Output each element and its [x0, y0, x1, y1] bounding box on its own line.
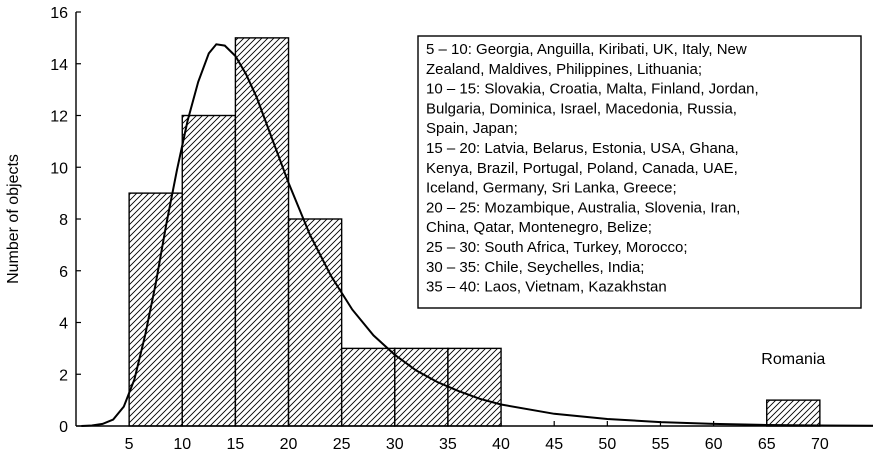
- fitted-distribution-curve: [81, 43, 874, 427]
- x-tick-label: 50: [598, 436, 616, 453]
- x-tick-label: 55: [652, 436, 670, 453]
- legend-line: 25 – 30: South Africa, Turkey, Morocco;: [426, 239, 688, 256]
- x-tick-label: 70: [811, 436, 829, 453]
- legend-line: 10 – 15: Slovakia, Croatia, Malta, Finla…: [426, 81, 759, 98]
- y-tick-label: 6: [59, 264, 68, 281]
- y-tick-label: 4: [59, 316, 68, 333]
- y-tick-label: 0: [59, 419, 68, 436]
- histogram-bar: [340, 347, 396, 427]
- histogram-bar: [447, 347, 502, 427]
- y-tick-label: 12: [50, 109, 68, 126]
- x-tick-label: 25: [333, 436, 351, 453]
- y-axis-title: Number of objects: [5, 154, 22, 284]
- outlier-annotation: Romania: [761, 351, 825, 368]
- legend-line: 15 – 20: Latvia, Belarus, Estonia, USA, …: [426, 140, 739, 157]
- axes-layer: 0 2 4 6 8 10 12 14 16 5 10 15 20 25 30 35 40 45 50 55 60 65 70…: [5, 5, 873, 453]
- histogram-bar: [766, 399, 821, 427]
- legend-line: Iceland, Germany, Sri Lanka, Greece;: [426, 180, 677, 197]
- histogram-bar: [287, 218, 343, 427]
- legend-line: 35 – 40: Laos, Vietnam, Kazakhstan: [426, 279, 667, 296]
- legend-line: 20 – 25: Mozambique, Australia, Slovenia…: [426, 199, 740, 216]
- curve-layer: [81, 43, 874, 427]
- legend-line: Spain, Japan;: [426, 120, 518, 137]
- y-tick-label: 8: [59, 212, 68, 229]
- x-tick-label: 45: [545, 436, 563, 453]
- histogram-bar: [234, 37, 290, 427]
- histogram-bar: [181, 114, 237, 427]
- legend-line: China, Qatar, Montenegro, Belize;: [426, 219, 652, 236]
- x-tick-label: 65: [758, 436, 776, 453]
- y-tick-label: 16: [50, 5, 68, 22]
- x-tick-label: 10: [173, 436, 191, 453]
- legend-line: Kenya, Brazil, Portugal, Poland, Canada,…: [426, 160, 738, 177]
- histogram-bar: [128, 192, 183, 427]
- x-tick-label: 35: [439, 436, 457, 453]
- x-tick-label: 5: [125, 436, 134, 453]
- legend-line: Zealand, Maldives, Philippines, Lithuani…: [426, 61, 702, 78]
- x-tick-label: 40: [492, 436, 510, 453]
- legend-line: 5 – 10: Georgia, Anguilla, Kiribati, UK,…: [426, 41, 747, 58]
- y-tick-label: 2: [59, 367, 68, 384]
- legend-line: 30 – 35: Chile, Seychelles, India;: [426, 259, 644, 276]
- legend-box: 5 – 10: Georgia, Anguilla, Kiribati, UK,…: [417, 35, 862, 309]
- legend-frame: [417, 35, 862, 309]
- y-tick-label: 10: [50, 160, 68, 177]
- x-tick-label: 20: [280, 436, 298, 453]
- y-tick-label: 14: [50, 57, 68, 74]
- x-tick-label: 15: [227, 436, 245, 453]
- annotation-layer: Romania: [761, 351, 825, 368]
- x-tick-label: 30: [386, 436, 404, 453]
- bars-layer: [128, 37, 821, 427]
- legend-line: Bulgaria, Dominica, Israel, Macedonia, R…: [426, 100, 737, 117]
- x-tick-label: 60: [705, 436, 723, 453]
